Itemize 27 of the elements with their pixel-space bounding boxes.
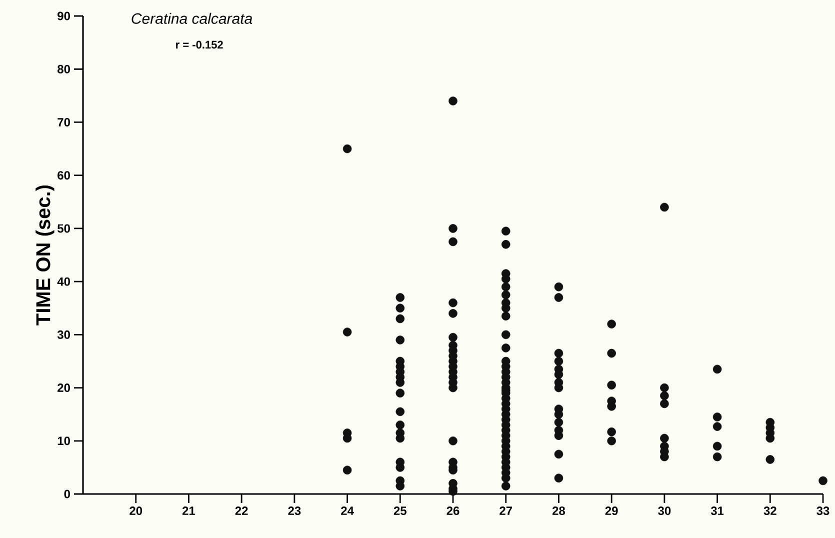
y-tick-label: 70 (58, 118, 70, 126)
x-tick-label: 27 (500, 506, 512, 515)
x-tick-label: 20 (130, 506, 142, 516)
y-tick-label: 0 (64, 490, 70, 498)
x-tick-label: 32 (764, 506, 776, 516)
y-tick-label: 80 (58, 64, 70, 74)
y-tick-label: 90 (58, 12, 70, 20)
x-tick-label: 33 (816, 506, 830, 516)
y-tick-label: 60 (58, 171, 70, 180)
annotation: r = -0.152 (176, 40, 223, 49)
y-tick-label: 10 (58, 436, 70, 446)
x-tick-label: 28 (552, 506, 566, 516)
x-tick-label: 31 (710, 506, 724, 516)
x-tick-label: 22 (235, 506, 248, 515)
x-tick-label: 24 (341, 506, 354, 515)
x-tick-label: 29 (605, 506, 618, 516)
y-tick-label: 30 (57, 330, 70, 339)
y-axis-title: TIME ON (sec.) (36, 185, 54, 326)
y-tick-label: 50 (58, 224, 70, 233)
x-tick-label: 26 (446, 506, 460, 516)
x-tick-label: 21 (182, 506, 196, 515)
x-tick-label: 30 (658, 506, 671, 516)
y-tick-label: 40 (57, 277, 70, 286)
x-tick-label: 25 (394, 506, 406, 516)
chart-title: Ceratina calcarata (132, 12, 252, 24)
x-tick-label: 23 (288, 506, 301, 516)
y-tick-label: 20 (58, 384, 70, 392)
